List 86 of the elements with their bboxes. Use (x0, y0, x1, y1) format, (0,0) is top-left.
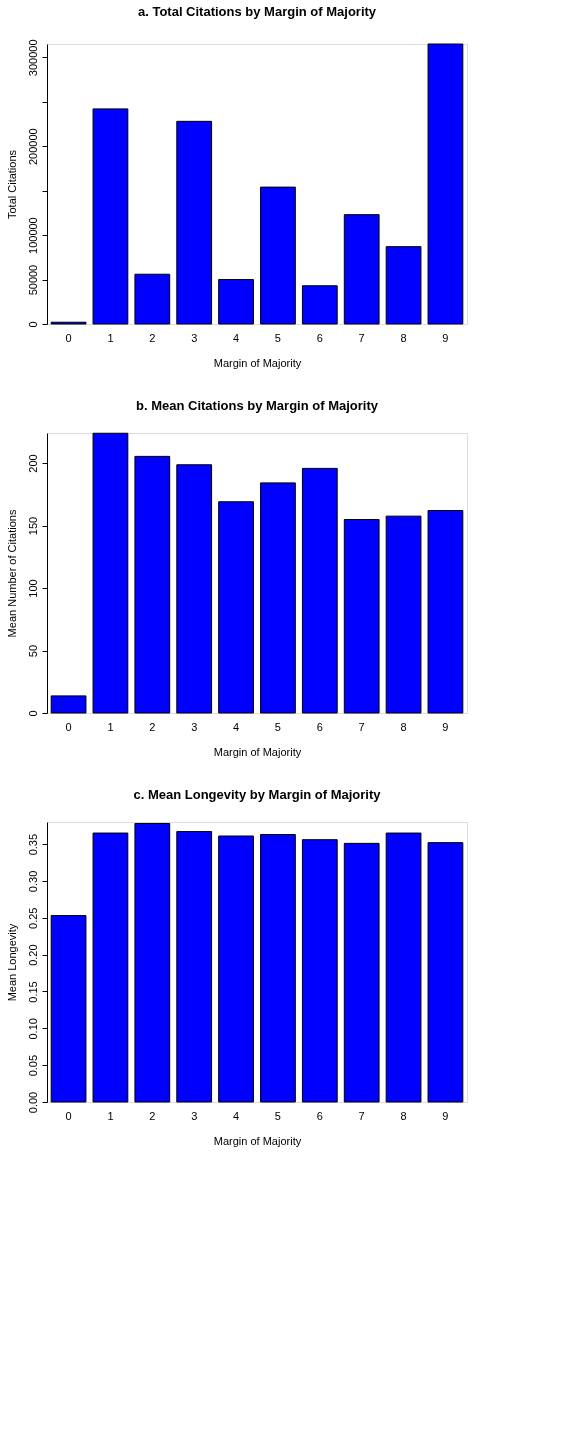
x-tick-label: 7 (358, 1109, 365, 1122)
y-tick-label: 0 (26, 321, 39, 328)
x-tick-label: 3 (191, 1109, 198, 1122)
chart-title: b. Mean Citations by Margin of Majority (136, 397, 379, 413)
bar (343, 214, 380, 325)
x-tick-label: 9 (442, 720, 449, 733)
bar (301, 285, 338, 325)
x-tick-label: 2 (149, 331, 156, 344)
x-tick-label: 2 (149, 1109, 156, 1122)
x-tick-label: 6 (316, 1109, 323, 1122)
bar (176, 120, 213, 325)
x-tick-label: 4 (233, 1109, 240, 1122)
bar (176, 464, 213, 714)
y-tick-label: 0.00 (26, 1091, 39, 1114)
bar (134, 822, 171, 1103)
x-tick-label: 7 (358, 720, 365, 733)
x-tick-label: 4 (233, 331, 240, 344)
x-tick-label: 0 (65, 1109, 72, 1122)
bar (385, 246, 422, 325)
bar (50, 915, 87, 1103)
bar (343, 842, 380, 1103)
x-tick-label: 1 (107, 720, 114, 733)
y-tick-label: 0.35 (26, 833, 39, 856)
y-tick-label: 0.05 (26, 1054, 39, 1077)
bar (301, 839, 338, 1103)
y-tick-label: 50 (26, 644, 39, 658)
x-tick-label: 5 (274, 331, 281, 344)
y-tick-label: 100000 (26, 217, 39, 254)
y-axis-title: Total Citations (5, 149, 18, 220)
bar (218, 835, 254, 1103)
y-tick-label: 200 (26, 454, 39, 473)
x-tick-label: 9 (442, 1109, 449, 1122)
x-tick-label: 8 (400, 1109, 407, 1122)
bar (427, 43, 464, 325)
bar (260, 834, 296, 1103)
bar (50, 695, 87, 714)
bar (92, 108, 129, 325)
bar (385, 515, 422, 714)
bar (427, 842, 464, 1103)
bar (176, 831, 213, 1103)
bar (218, 501, 254, 714)
bar (385, 832, 422, 1103)
chart-title: c. Mean Longevity by Margin of Majority (133, 787, 382, 802)
bar (260, 186, 296, 325)
x-tick-label: 3 (191, 720, 198, 733)
x-tick-label: 7 (358, 331, 365, 344)
y-tick-label: 200000 (26, 128, 39, 166)
x-tick-label: 6 (316, 331, 323, 344)
x-tick-label: 8 (400, 720, 407, 733)
x-tick-label: 9 (442, 331, 449, 344)
y-tick-label: 0 (26, 710, 39, 717)
y-tick-label: 50000 (26, 264, 39, 296)
x-tick-label: 3 (191, 331, 198, 344)
x-axis-title: Margin of Majority (213, 745, 302, 758)
bar (134, 455, 171, 714)
y-tick-label: 300000 (26, 39, 39, 77)
x-tick-label: 0 (65, 331, 72, 344)
bar (427, 510, 464, 714)
bar (218, 279, 254, 325)
bar (92, 832, 129, 1103)
x-tick-label: 5 (274, 720, 281, 733)
y-axis-title: Mean Number of Citations (5, 509, 18, 638)
x-tick-label: 1 (107, 1109, 114, 1122)
bar (343, 519, 380, 714)
x-tick-label: 0 (65, 720, 72, 733)
bar (134, 273, 171, 325)
y-tick-label: 0.10 (26, 1018, 39, 1040)
y-tick-label: 0.20 (26, 944, 39, 966)
y-tick-label: 0.25 (26, 907, 39, 929)
x-tick-label: 8 (400, 331, 407, 344)
x-tick-label: 6 (316, 720, 323, 733)
y-tick-label: 0.30 (26, 870, 39, 893)
y-tick-label: 100 (26, 579, 39, 598)
y-tick-label: 150 (26, 516, 39, 536)
y-axis-title: Mean Longevity (5, 923, 18, 1002)
x-tick-label: 2 (149, 720, 156, 733)
x-axis-title: Margin of Majority (213, 356, 302, 369)
x-tick-label: 4 (233, 720, 240, 733)
x-tick-label: 5 (274, 1109, 281, 1122)
x-axis-title: Margin of Majority (213, 1134, 302, 1147)
bar (92, 432, 129, 714)
chart-title: a. Total Citations by Margin of Majority (137, 3, 377, 19)
y-tick-label: 0.15 (26, 981, 39, 1003)
bar (301, 467, 338, 714)
bar (260, 482, 296, 714)
x-tick-label: 1 (107, 331, 114, 344)
